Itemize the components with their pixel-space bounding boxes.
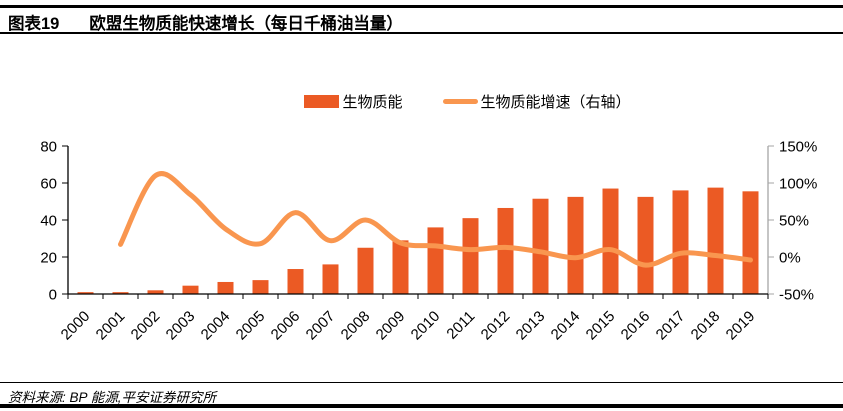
right-axis-tick-label: 150%	[779, 139, 817, 156]
x-axis-label: 2010	[408, 308, 444, 344]
bar	[602, 188, 619, 294]
figure-title-text: 欧盟生物质能快速增长（每日千桶油当量）	[89, 15, 403, 33]
left-axis-tick-label: 20	[40, 250, 57, 267]
legend-item-line: 生物质能增速（右轴）	[442, 91, 631, 112]
x-axis-label: 2003	[163, 308, 199, 344]
bar	[707, 187, 724, 294]
x-axis-label: 2012	[478, 308, 514, 344]
bar	[427, 227, 444, 294]
legend-item-bars: 生物质能	[304, 91, 403, 112]
bar	[357, 247, 374, 294]
source-note: 资料来源: BP 能源,平安证券研究所	[8, 390, 217, 405]
x-axis-label: 2018	[688, 308, 724, 344]
x-axis-label: 2017	[653, 308, 689, 344]
bar	[287, 269, 304, 294]
bar	[392, 240, 409, 294]
bar	[532, 198, 549, 294]
line-series-label: 生物质能增速（右轴）	[480, 93, 631, 111]
left-axis-tick-label: 0	[49, 287, 57, 304]
x-axis-label: 2007	[303, 308, 339, 344]
bar	[567, 196, 584, 294]
bar	[147, 290, 164, 294]
x-axis-label: 2006	[268, 308, 304, 344]
x-axis-label: 2000	[58, 308, 94, 344]
header-top-rule	[0, 5, 843, 8]
right-axis-tick-label: 100%	[779, 176, 817, 193]
x-axis-label: 2015	[583, 308, 619, 344]
bar	[322, 264, 339, 294]
bar	[637, 196, 654, 294]
chart-legend: 生物质能 生物质能增速（右轴）	[92, 91, 843, 111]
left-axis-tick-label: 80	[40, 139, 57, 156]
line-series-swatch	[442, 98, 478, 104]
bar	[217, 281, 234, 294]
x-axis-label: 2004	[198, 308, 234, 344]
growth-line	[118, 171, 753, 268]
right-axis-tick-label: -50%	[779, 287, 814, 304]
left-axis: 0 20 40 60 80	[40, 139, 68, 304]
x-axis-label: 2008	[338, 308, 374, 344]
left-axis-tick-label: 40	[40, 213, 57, 230]
bar-series-label: 生物质能	[342, 93, 403, 111]
right-axis-tick-label: 0%	[779, 250, 801, 267]
footer-top-rule	[0, 382, 843, 383]
figure-number-label: 图表19	[8, 15, 60, 33]
bar	[77, 292, 94, 294]
x-axis-labels: 2000 2001 2002 2003 2004 2005 2006 2007 2008 2009…	[58, 308, 759, 344]
right-axis-tick-label: 50%	[779, 213, 809, 230]
x-axis-label: 2002	[128, 308, 164, 344]
bar	[462, 218, 479, 294]
page-title: 图表19 欧盟生物质能快速增长（每日千桶油当量）	[8, 10, 835, 34]
right-axis: -50% 0% 50% 100% 150%	[768, 139, 817, 304]
x-axis-label: 2009	[373, 308, 409, 344]
x-axis-label: 2013	[513, 308, 549, 344]
bar	[252, 280, 269, 294]
bar	[112, 292, 129, 294]
bar	[497, 207, 514, 294]
bar-series-swatch	[304, 94, 340, 108]
x-axis-label: 2016	[618, 308, 654, 344]
title-bottom-rule	[0, 32, 843, 34]
x-axis-ticks	[67, 294, 769, 299]
bar	[182, 285, 199, 294]
x-axis-label: 2019	[723, 308, 759, 344]
page-bottom-rule	[0, 404, 843, 408]
bar	[672, 190, 689, 294]
combo-chart: 0 20 40 60 80 -50% 0% 50% 100% 150% 2000 2001 2002 20…	[0, 135, 843, 370]
left-axis-tick-label: 60	[40, 176, 57, 193]
x-axis-label: 2011	[443, 308, 478, 343]
x-axis-label: 2014	[548, 308, 584, 344]
bar	[742, 191, 759, 294]
x-axis-label: 2001	[93, 308, 129, 344]
x-axis-label: 2005	[233, 308, 269, 344]
bars-group	[77, 187, 759, 294]
